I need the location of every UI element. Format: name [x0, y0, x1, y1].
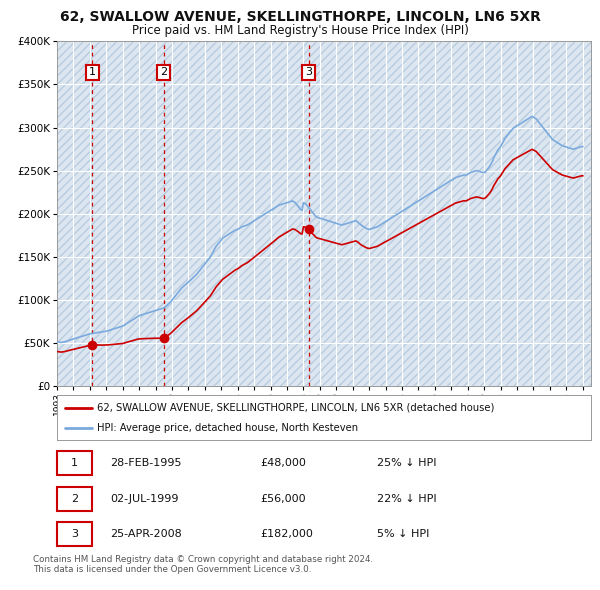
Text: 1: 1: [89, 67, 96, 77]
Text: 5% ↓ HPI: 5% ↓ HPI: [377, 529, 430, 539]
FancyBboxPatch shape: [57, 487, 92, 510]
Text: 62, SWALLOW AVENUE, SKELLINGTHORPE, LINCOLN, LN6 5XR: 62, SWALLOW AVENUE, SKELLINGTHORPE, LINC…: [59, 10, 541, 24]
Text: 02-JUL-1999: 02-JUL-1999: [110, 494, 179, 503]
Text: £48,000: £48,000: [260, 458, 306, 468]
Text: £56,000: £56,000: [260, 494, 305, 503]
Text: 22% ↓ HPI: 22% ↓ HPI: [377, 494, 437, 503]
Text: 2: 2: [71, 494, 78, 503]
Text: £182,000: £182,000: [260, 529, 313, 539]
Text: 28-FEB-1995: 28-FEB-1995: [110, 458, 182, 468]
Text: 3: 3: [71, 529, 78, 539]
FancyBboxPatch shape: [57, 522, 92, 546]
Text: 1: 1: [71, 458, 78, 468]
Text: 3: 3: [305, 67, 312, 77]
Text: 2: 2: [160, 67, 167, 77]
FancyBboxPatch shape: [57, 451, 92, 475]
Text: Contains HM Land Registry data © Crown copyright and database right 2024.
This d: Contains HM Land Registry data © Crown c…: [33, 555, 373, 574]
Text: 62, SWALLOW AVENUE, SKELLINGTHORPE, LINCOLN, LN6 5XR (detached house): 62, SWALLOW AVENUE, SKELLINGTHORPE, LINC…: [97, 403, 494, 412]
Text: Price paid vs. HM Land Registry's House Price Index (HPI): Price paid vs. HM Land Registry's House …: [131, 24, 469, 37]
Text: 25% ↓ HPI: 25% ↓ HPI: [377, 458, 437, 468]
Text: HPI: Average price, detached house, North Kesteven: HPI: Average price, detached house, Nort…: [97, 424, 358, 434]
Text: 25-APR-2008: 25-APR-2008: [110, 529, 182, 539]
